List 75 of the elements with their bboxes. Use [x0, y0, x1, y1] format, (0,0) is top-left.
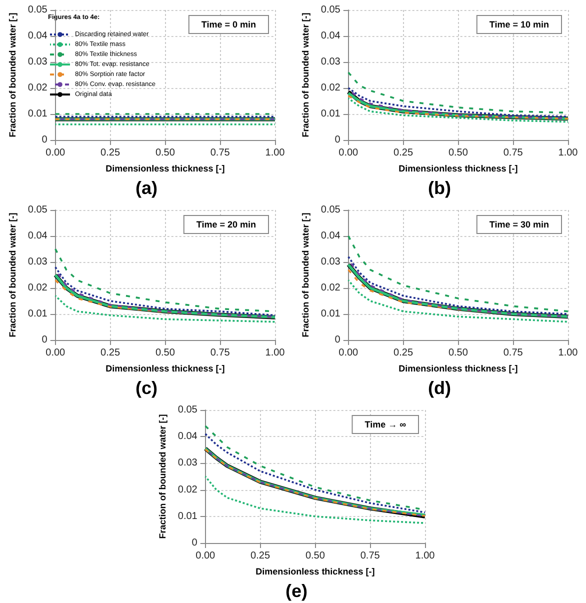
x-axis-title: Dimensionless thickness [-] [398, 364, 518, 374]
x-tick-label: 1.00 [265, 148, 286, 158]
y-tick-label: 0.02 [320, 82, 341, 94]
y-tick-label: 0.01 [320, 108, 341, 120]
y-tick-label: 0 [334, 334, 341, 346]
y-tick-label: 0.01 [320, 308, 341, 320]
x-axis-title: Dimensionless thickness [-] [106, 364, 225, 374]
x-tick-label: 0.25 [100, 348, 120, 358]
y-tick-label: 0.03 [28, 56, 48, 68]
y-tick-label: 0.03 [178, 458, 198, 469]
annotation: Time = 10 min [489, 20, 550, 30]
x-tick-label: 1.00 [265, 348, 286, 358]
x-tick-label: 0.75 [210, 348, 230, 358]
y-tick-label: 0 [42, 134, 48, 146]
x-tick-label: 0.00 [46, 348, 66, 358]
x-tick-label: 1.00 [415, 550, 436, 562]
x-axis-title: Dimensionless thickness [-] [106, 164, 225, 174]
y-tick-label: 0.04 [28, 230, 48, 242]
x-tick-label: 0.50 [448, 148, 468, 158]
y-tick-label: 0.05 [28, 4, 48, 16]
y-tick-label: 0.03 [320, 256, 341, 268]
text: (a) [136, 178, 158, 198]
y-axis-title: Fraction of bounded water [-] [300, 212, 310, 338]
y-tick-label: 0.02 [28, 82, 48, 94]
y-tick-label: 0.02 [178, 484, 198, 496]
y-tick-label: 0.04 [320, 230, 341, 242]
y-tick-label: 0.05 [320, 4, 341, 16]
y-tick-label: 0.02 [320, 282, 341, 294]
x-tick-label: 0.25 [100, 148, 120, 158]
y-tick-label: 0.01 [28, 308, 48, 320]
annotation: Time → ∞ [364, 420, 407, 430]
x-tick-label: 0.00 [46, 148, 66, 158]
x-tick-label: 0.50 [155, 348, 176, 358]
annotation: Time = 20 min [196, 220, 256, 230]
annotation: Time = 30 min [489, 220, 550, 230]
y-tick-label: 0.05 [178, 404, 198, 416]
text: (d) [428, 378, 451, 398]
x-tick-label: 0.75 [210, 148, 230, 158]
y-tick-label: 0 [334, 134, 341, 146]
x-tick-label: 0.50 [155, 148, 176, 158]
x-tick-label: 1.00 [558, 148, 578, 158]
y-axis-title: Fraction of bounded water [-] [8, 12, 18, 138]
text: (b) [428, 178, 451, 198]
x-tick-label: 0.25 [250, 550, 270, 562]
y-axis-title: Fraction of bounded water [-] [300, 12, 310, 138]
y-tick-label: 0 [42, 334, 48, 346]
y-tick-label: 0.04 [28, 30, 48, 42]
y-tick-label: 0.05 [320, 204, 341, 216]
text: (e) [286, 581, 308, 601]
x-tick-label: 0.75 [503, 348, 524, 358]
y-tick-label: 0.03 [28, 256, 48, 268]
annotation: Time = 0 min [201, 20, 256, 30]
x-tick-label: 0.25 [394, 148, 414, 158]
x-axis-title: Dimensionless thickness [-] [256, 566, 375, 576]
x-tick-label: 0.50 [305, 550, 326, 562]
y-tick-label: 0.05 [28, 204, 48, 216]
y-axis-title: Fraction of bounded water [-] [158, 414, 168, 539]
y-tick-label: 0.04 [178, 431, 198, 442]
y-axis-title: Fraction of bounded water [-] [8, 212, 18, 338]
x-tick-label: 1.00 [558, 348, 578, 358]
y-tick-label: 0.01 [178, 510, 198, 522]
y-tick-label: 0.02 [28, 282, 48, 294]
x-tick-label: 0.75 [360, 550, 380, 562]
x-tick-label: 0.50 [448, 348, 468, 358]
y-tick-label: 0.01 [28, 108, 48, 120]
x-tick-label: 0.00 [338, 148, 359, 158]
y-tick-label: 0 [192, 538, 198, 548]
x-tick-label: 0.00 [338, 348, 359, 358]
text: (c) [136, 378, 158, 398]
y-tick-label: 0.04 [320, 30, 341, 42]
x-tick-label: 0.00 [196, 550, 216, 562]
x-tick-label: 0.75 [503, 148, 524, 158]
x-tick-label: 0.25 [394, 348, 414, 358]
y-tick-label: 0.03 [320, 56, 341, 68]
x-axis-title: Dimensionless thickness [-] [398, 164, 518, 174]
